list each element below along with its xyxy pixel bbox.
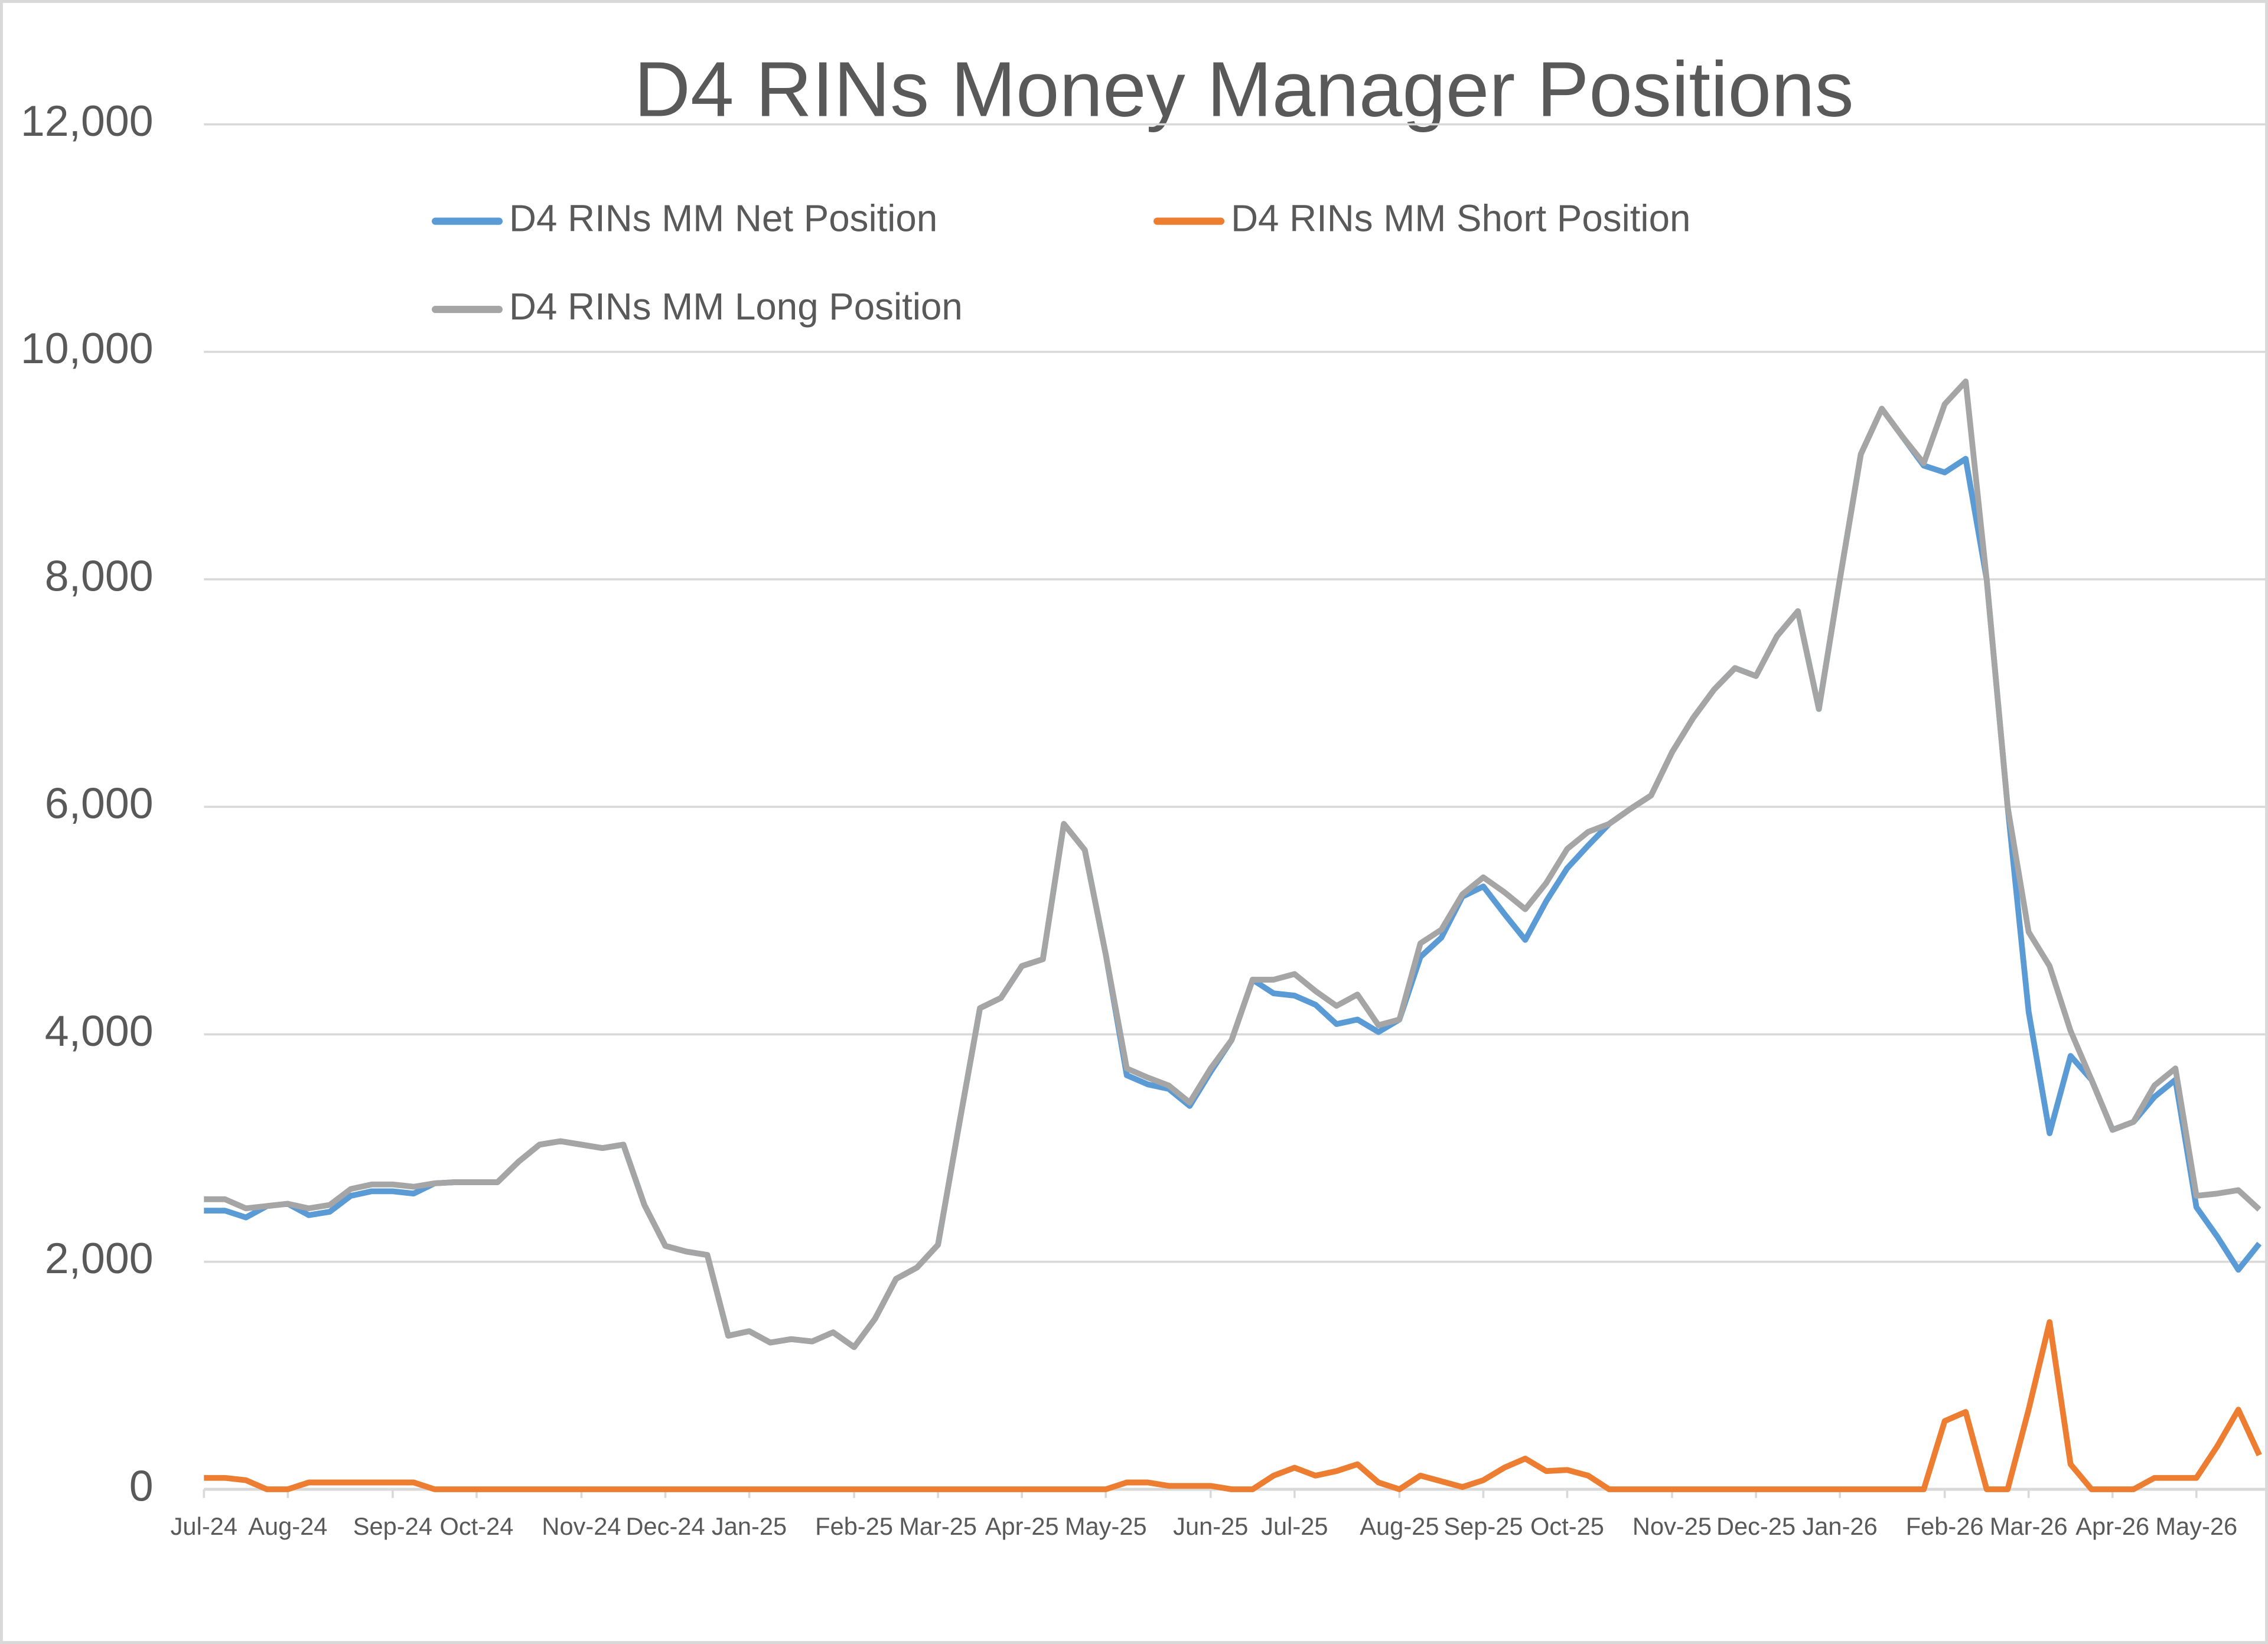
x-tick-label: May-25 [1065,1512,1147,1540]
x-tick-label: Mar-25 [899,1512,977,1540]
legend-label: D4 RINs MM Long Position [509,286,963,328]
x-tick-label: Feb-25 [815,1512,893,1540]
x-tick-label: Sep-24 [353,1512,432,1540]
y-tick-label: 10,000 [21,324,154,373]
legend-label: D4 RINs MM Net Position [509,197,937,239]
y-tick-label: 4,000 [45,1006,154,1055]
x-tick-label: Jan-25 [712,1512,787,1540]
x-tick-label: Jul-24 [171,1512,237,1540]
x-tick-label: Sep-25 [1443,1512,1523,1540]
x-tick-label: Jun-25 [1173,1512,1248,1540]
x-tick-label: Oct-25 [1530,1512,1604,1540]
series-line [204,379,2262,1351]
x-tick-label: Dec-24 [625,1512,705,1540]
y-tick-label: 12,000 [21,96,154,145]
x-tick-label: Dec-25 [1716,1512,1795,1540]
x-tick-label: Mar-26 [1990,1512,2068,1540]
y-tick-label: 2,000 [45,1234,154,1283]
y-tick-label: 8,000 [45,551,154,600]
x-tick-label: Aug-24 [248,1512,327,1540]
x-tick-label: Jul-25 [1261,1512,1328,1540]
x-tick-label: Oct-24 [439,1512,513,1540]
x-tick-label: Nov-25 [1632,1512,1712,1540]
y-tick-label: 0 [129,1461,154,1510]
y-tick-label: 6,000 [45,779,154,828]
series-line [204,1319,2262,1492]
x-tick-label: Jan-26 [1802,1512,1877,1540]
x-tick-label: Aug-25 [1360,1512,1439,1540]
legend-label: D4 RINs MM Short Position [1231,197,1690,239]
x-tick-label: May-26 [2155,1512,2237,1540]
x-tick-label: Nov-24 [542,1512,621,1540]
x-tick-label: Apr-25 [985,1512,1059,1540]
x-tick-label: Apr-26 [2075,1512,2149,1540]
chart-title: D4 RINs Money Manager Positions [634,46,1854,133]
x-tick-label: Feb-26 [1906,1512,1984,1540]
